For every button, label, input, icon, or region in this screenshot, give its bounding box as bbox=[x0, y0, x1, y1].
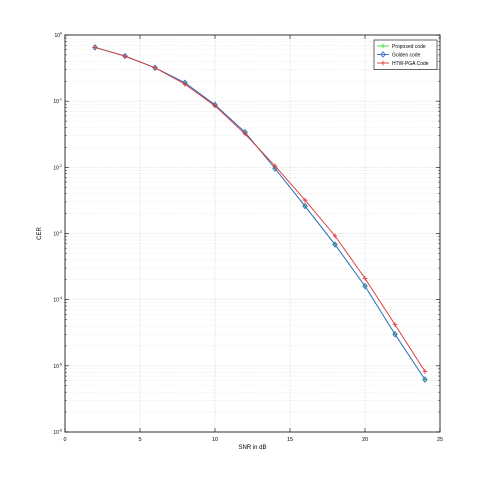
series-line bbox=[94, 46, 426, 372]
data-point-marker bbox=[392, 331, 398, 338]
data-point-marker bbox=[92, 44, 98, 51]
y-tick-label: 10-3 bbox=[53, 230, 62, 238]
data-point-marker bbox=[122, 53, 128, 59]
y-tick-label: 10-5 bbox=[53, 362, 62, 370]
data-point-marker bbox=[272, 163, 278, 169]
legend-label: HTW-PGA Code bbox=[392, 61, 429, 67]
y-tick-label: 10-6 bbox=[53, 429, 62, 437]
y-tick-label: 10-4 bbox=[53, 296, 62, 304]
legend-entry: Proposed code bbox=[377, 43, 426, 50]
data-point-marker bbox=[92, 44, 98, 50]
data-point-marker bbox=[362, 282, 368, 290]
x-tick-label: 20 bbox=[362, 437, 368, 443]
y-tick-label: 10-2 bbox=[53, 164, 62, 172]
legend: Proposed code Golden code HTW-PGA Code bbox=[373, 39, 438, 70]
grid bbox=[65, 35, 440, 432]
legend-entry: HTW-PGA Code bbox=[377, 60, 429, 67]
legend-marker bbox=[380, 51, 386, 58]
y-axis-label: CER bbox=[37, 227, 43, 240]
data-point-marker bbox=[182, 81, 188, 87]
data-point-marker bbox=[362, 275, 368, 281]
legend-marker bbox=[380, 60, 386, 66]
data-point-marker bbox=[152, 65, 158, 71]
series-htw-pga-code bbox=[92, 44, 428, 374]
x-tick-label: 10 bbox=[212, 437, 218, 443]
x-tick-label: 0 bbox=[63, 437, 66, 443]
series-lines bbox=[92, 44, 428, 383]
y-tick-label: 10-1 bbox=[53, 98, 62, 106]
y-tick-label: 100 bbox=[54, 32, 62, 40]
data-point-marker bbox=[302, 197, 308, 203]
data-point-marker bbox=[422, 376, 428, 383]
data-point-marker bbox=[392, 322, 398, 327]
axis-ticks: 0 5 10 15 20 25 100 10-1 10-2 10-3 10-4 10-5 10-6 bbox=[53, 32, 443, 444]
x-tick-label: 5 bbox=[138, 437, 141, 443]
data-point-marker bbox=[302, 202, 308, 210]
x-axis-label: SNR in dB bbox=[238, 445, 266, 451]
x-tick-label: 15 bbox=[287, 437, 293, 443]
data-point-marker bbox=[422, 369, 428, 374]
legend-label: Golden code bbox=[392, 52, 421, 58]
legend-entry: Golden code bbox=[377, 51, 421, 58]
data-point-marker bbox=[212, 103, 218, 109]
legend-label: Proposed code bbox=[392, 44, 426, 50]
legend-marker bbox=[380, 43, 386, 49]
data-point-marker bbox=[332, 241, 338, 248]
data-point-marker bbox=[332, 233, 338, 239]
data-point-marker bbox=[242, 131, 248, 137]
x-tick-label: 25 bbox=[437, 437, 443, 443]
